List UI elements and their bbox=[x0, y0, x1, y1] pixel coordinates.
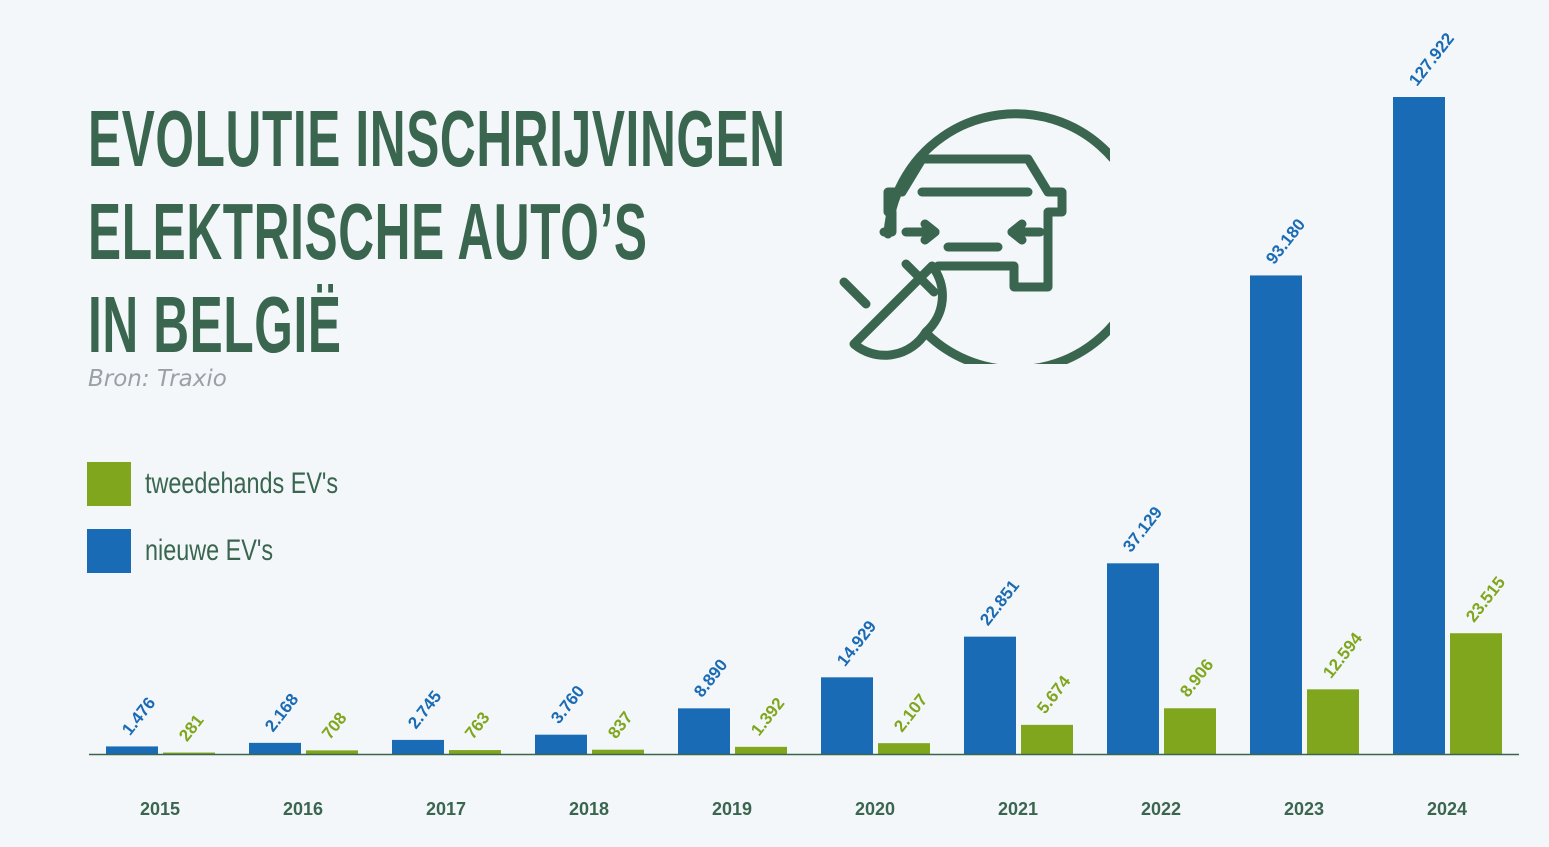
bar-new-2015 bbox=[106, 746, 158, 754]
bar-used-2021 bbox=[1021, 724, 1073, 754]
data-label-new-2022: 37.129 bbox=[1119, 503, 1166, 556]
data-label-new-2023: 93.180 bbox=[1262, 215, 1309, 268]
legend-label-used: tweedehands EV's bbox=[145, 467, 339, 500]
bar-used-2022 bbox=[1164, 708, 1216, 754]
bar-used-2019 bbox=[735, 746, 787, 754]
bar-used-2016 bbox=[306, 750, 358, 754]
bar-new-2021 bbox=[964, 636, 1016, 754]
bar-new-2023 bbox=[1250, 275, 1302, 754]
data-label-new-2015: 1.476 bbox=[118, 694, 159, 739]
title-line-3: IN BELGIË bbox=[88, 280, 342, 369]
data-label-used-2024: 23.515 bbox=[1462, 573, 1509, 626]
legend-label-new: nieuwe EV's bbox=[145, 534, 274, 567]
data-label-used-2016: 708 bbox=[318, 709, 350, 743]
legend: tweedehands EV's nieuwe EV's bbox=[87, 462, 393, 596]
data-label-used-2015: 281 bbox=[175, 711, 207, 745]
source-note: Bron: Traxio bbox=[88, 366, 227, 392]
data-label-new-2020: 14.929 bbox=[833, 617, 880, 670]
data-label-used-2020: 2.107 bbox=[890, 690, 931, 735]
x-tick-label-2015: 2015 bbox=[140, 799, 180, 819]
ev-charging-car-icon bbox=[839, 109, 1110, 364]
x-tick-label-2018: 2018 bbox=[569, 799, 609, 819]
x-tick-label-2016: 2016 bbox=[283, 799, 323, 819]
legend-item-used: tweedehands EV's bbox=[87, 462, 393, 506]
data-label-new-2024: 127.922 bbox=[1405, 29, 1458, 89]
bar-used-2018 bbox=[592, 749, 644, 754]
data-label-used-2019: 1.392 bbox=[747, 694, 788, 739]
data-label-new-2016: 2.168 bbox=[261, 690, 302, 735]
bar-used-2015 bbox=[163, 752, 215, 754]
bar-used-2020 bbox=[878, 743, 930, 754]
data-label-new-2017: 2.745 bbox=[404, 687, 445, 732]
bar-used-2023 bbox=[1307, 689, 1359, 754]
bar-new-2018 bbox=[535, 734, 587, 754]
title-line-2: ELEKTRISCHE AUTO’S bbox=[88, 187, 648, 276]
x-tick-label-2019: 2019 bbox=[712, 799, 752, 819]
bar-new-2019 bbox=[678, 708, 730, 754]
title-line-1: EVOLUTIE INSCHRIJVINGEN bbox=[88, 94, 786, 183]
x-tick-label-2023: 2023 bbox=[1284, 799, 1324, 819]
legend-swatch-used bbox=[87, 462, 131, 506]
bar-new-2016 bbox=[249, 742, 301, 754]
data-label-used-2023: 12.594 bbox=[1319, 629, 1366, 682]
x-tick-label-2017: 2017 bbox=[426, 799, 466, 819]
bar-new-2022 bbox=[1107, 563, 1159, 754]
bar-used-2024 bbox=[1450, 633, 1502, 754]
data-label-used-2018: 837 bbox=[604, 708, 636, 742]
data-label-new-2018: 3.760 bbox=[547, 682, 588, 727]
legend-swatch-new bbox=[87, 529, 131, 573]
bar-new-2017 bbox=[392, 739, 444, 754]
bar-used-2017 bbox=[449, 750, 501, 754]
data-label-used-2022: 8.906 bbox=[1176, 655, 1217, 700]
x-tick-label-2020: 2020 bbox=[855, 799, 895, 819]
x-tick-label-2024: 2024 bbox=[1427, 799, 1467, 819]
data-label-used-2017: 763 bbox=[461, 708, 493, 742]
bar-new-2024 bbox=[1393, 97, 1445, 754]
data-label-new-2021: 22.851 bbox=[976, 576, 1023, 629]
x-tick-label-2021: 2021 bbox=[998, 799, 1038, 819]
data-label-new-2019: 8.890 bbox=[690, 656, 731, 701]
x-tick-label-2022: 2022 bbox=[1141, 799, 1181, 819]
bar-new-2020 bbox=[821, 677, 873, 754]
legend-item-new: nieuwe EV's bbox=[87, 529, 393, 573]
chart-title: EVOLUTIE INSCHRIJVINGEN ELEKTRISCHE AUTO… bbox=[88, 92, 1213, 371]
data-label-used-2021: 5.674 bbox=[1033, 672, 1074, 718]
